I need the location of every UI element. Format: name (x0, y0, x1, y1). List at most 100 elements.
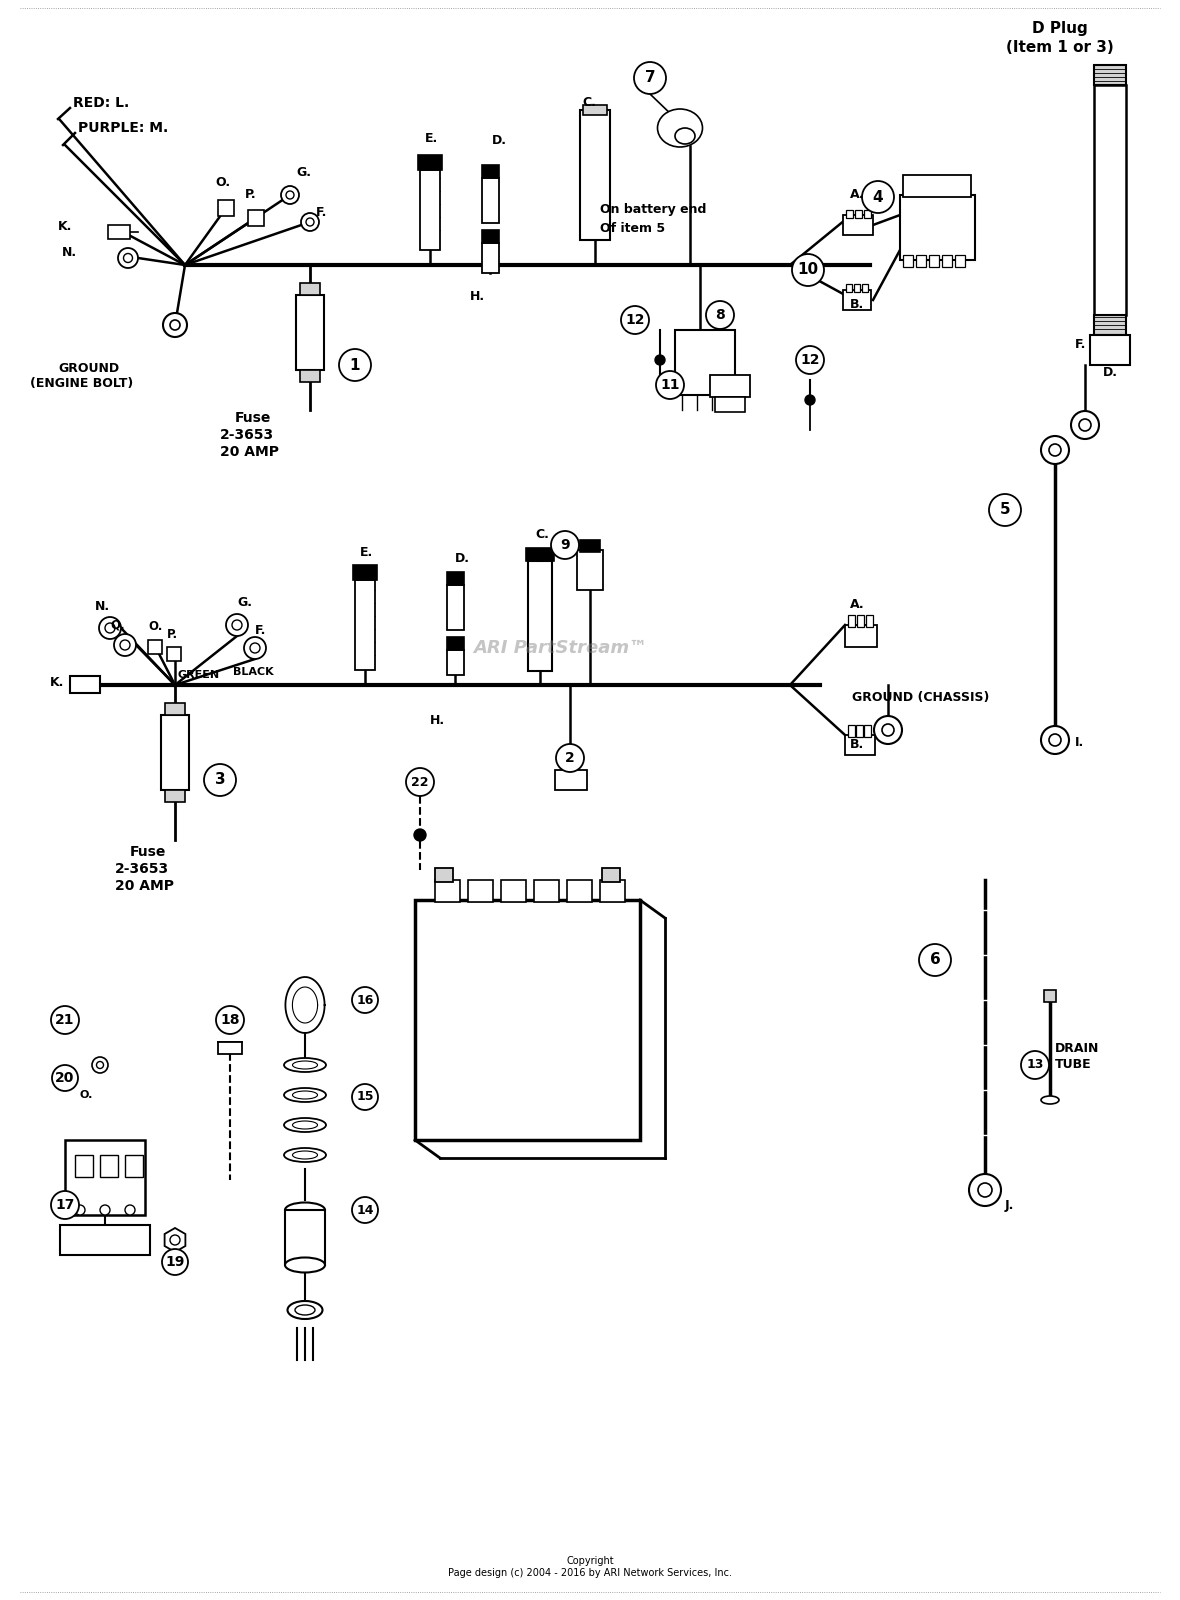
Text: G.: G. (237, 597, 253, 610)
Bar (916, 254, 926, 267)
Bar (1094, 85, 1126, 315)
Circle shape (1041, 726, 1069, 754)
Text: 19: 19 (165, 1254, 185, 1269)
Text: 21: 21 (55, 1013, 74, 1027)
Text: A.: A. (850, 189, 865, 202)
Bar (526, 547, 553, 562)
Text: 3: 3 (215, 773, 225, 787)
Bar (300, 370, 320, 382)
Bar (60, 1226, 150, 1254)
Text: B.: B. (850, 739, 864, 752)
Text: Copyright
Page design (c) 2004 - 2016 by ARI Network Services, Inc.: Copyright Page design (c) 2004 - 2016 by… (448, 1557, 732, 1578)
Bar (845, 626, 877, 646)
Ellipse shape (1041, 1096, 1058, 1104)
Text: N.: N. (63, 245, 77, 259)
Bar (843, 290, 871, 310)
Bar (468, 880, 493, 902)
Bar (856, 725, 863, 738)
Circle shape (969, 1174, 1001, 1206)
Text: On battery end: On battery end (599, 203, 707, 216)
Text: E.: E. (425, 131, 438, 144)
Bar (854, 285, 860, 291)
Text: 5: 5 (999, 502, 1010, 517)
Circle shape (52, 1066, 78, 1091)
Text: 22: 22 (412, 776, 428, 789)
Ellipse shape (284, 1088, 326, 1102)
Circle shape (352, 1197, 378, 1222)
Bar (866, 614, 873, 627)
Circle shape (551, 531, 579, 558)
Circle shape (414, 829, 426, 842)
Bar (846, 285, 852, 291)
Circle shape (244, 637, 266, 659)
Bar (581, 110, 610, 240)
Bar (160, 715, 189, 790)
Text: P.: P. (245, 189, 256, 202)
Bar (1094, 315, 1126, 334)
Text: (ENGINE BOLT): (ENGINE BOLT) (30, 378, 133, 390)
Circle shape (99, 618, 122, 638)
Text: K.: K. (58, 219, 72, 232)
Circle shape (114, 634, 136, 656)
Text: 17: 17 (55, 1198, 74, 1213)
Circle shape (227, 614, 248, 635)
Bar (843, 214, 873, 235)
Text: 2-3653: 2-3653 (114, 862, 169, 877)
Circle shape (1041, 435, 1069, 464)
Circle shape (656, 371, 684, 398)
Circle shape (874, 717, 902, 744)
Bar (903, 254, 913, 267)
Text: 20 AMP: 20 AMP (114, 878, 173, 893)
Bar (447, 573, 464, 586)
Text: Q.: Q. (110, 619, 125, 632)
Text: 4: 4 (873, 189, 884, 205)
Text: F.: F. (1075, 339, 1087, 352)
Bar (300, 283, 320, 294)
Bar (76, 1155, 93, 1178)
Bar (535, 880, 559, 902)
Text: DRAIN: DRAIN (1055, 1042, 1100, 1054)
Bar (602, 867, 620, 882)
Circle shape (792, 254, 824, 286)
Text: 10: 10 (798, 262, 819, 277)
Ellipse shape (657, 109, 702, 147)
Bar (447, 637, 464, 650)
Text: 20: 20 (55, 1070, 74, 1085)
Bar (355, 579, 375, 670)
Ellipse shape (288, 1301, 322, 1318)
Text: D.: D. (492, 133, 507, 147)
Text: 13: 13 (1027, 1059, 1043, 1072)
Circle shape (118, 248, 138, 267)
Text: G.: G. (296, 166, 312, 179)
Bar (481, 165, 499, 178)
Bar (481, 243, 499, 274)
Bar (248, 210, 264, 226)
Bar (864, 210, 871, 218)
Bar (286, 1210, 325, 1266)
Text: O.: O. (215, 176, 230, 189)
Bar (864, 725, 871, 738)
Bar (555, 770, 586, 790)
Text: B.: B. (850, 299, 864, 312)
Bar (599, 880, 625, 902)
Bar (675, 330, 735, 395)
Text: 2: 2 (565, 750, 575, 765)
Text: C.: C. (535, 528, 549, 541)
Bar (845, 734, 876, 755)
Text: 8: 8 (715, 307, 725, 322)
Circle shape (163, 314, 186, 338)
Bar (863, 285, 868, 291)
Circle shape (621, 306, 649, 334)
Text: O.: O. (80, 1090, 93, 1101)
Ellipse shape (286, 1203, 325, 1218)
Bar (1044, 990, 1056, 1002)
Circle shape (406, 768, 434, 795)
Bar (848, 725, 856, 738)
Bar (715, 397, 745, 411)
Text: C.: C. (582, 96, 596, 109)
Circle shape (634, 62, 666, 94)
Circle shape (339, 349, 371, 381)
Bar (581, 541, 599, 552)
Bar (527, 562, 552, 670)
Text: (Item 1 or 3): (Item 1 or 3) (1007, 40, 1114, 56)
